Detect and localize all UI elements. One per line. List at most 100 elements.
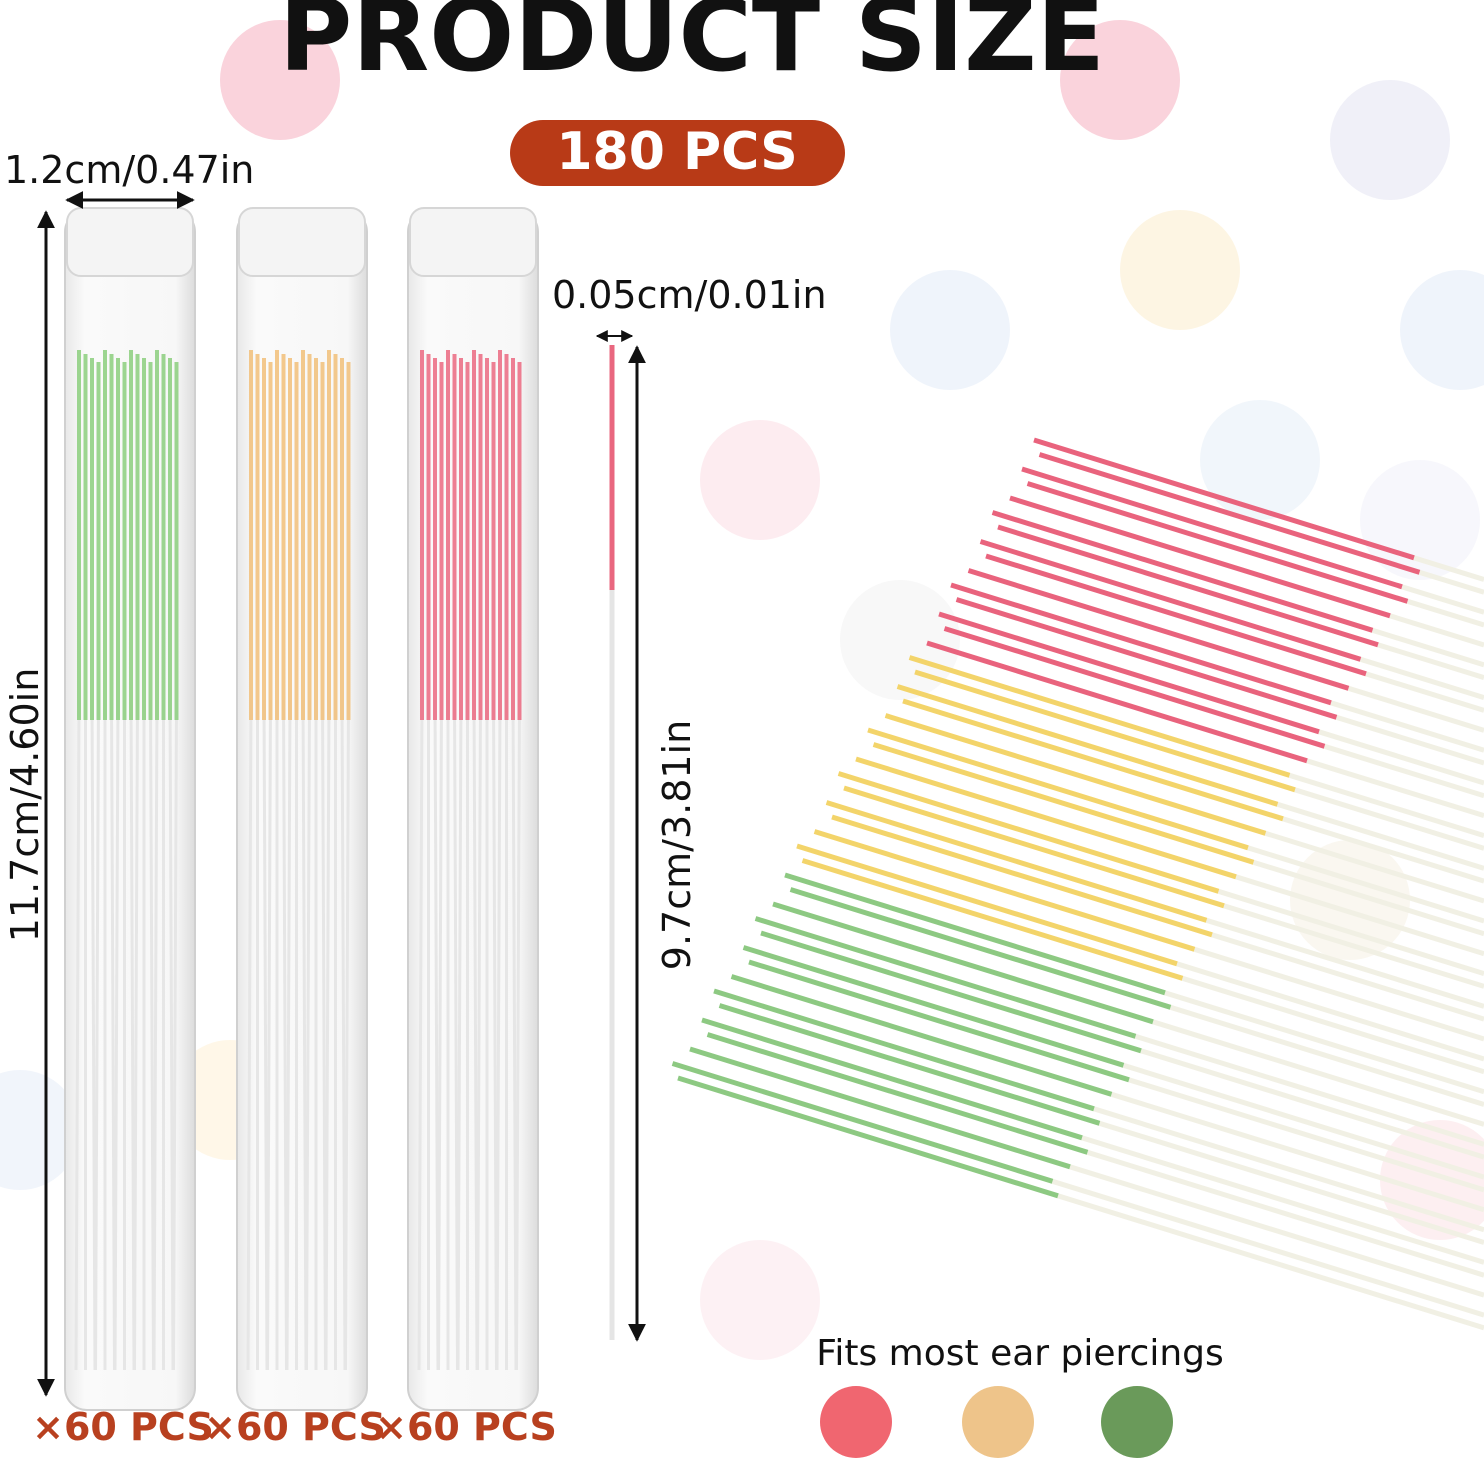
stick-white: [1418, 569, 1484, 595]
stick-white: [1401, 584, 1484, 615]
tube-count: ×60 PCS: [204, 1405, 386, 1449]
stick-color: [748, 959, 1130, 1083]
stick-white: [1152, 1019, 1484, 1127]
stick-color: [1033, 437, 1415, 561]
stick-color: [985, 553, 1367, 677]
stick-color: [801, 858, 1184, 981]
stick-white: [246, 699, 253, 1371]
stick-white: [172, 699, 178, 1371]
stick-white: [1288, 772, 1484, 838]
stick-color: [872, 742, 1255, 865]
stick-white: [1247, 845, 1484, 924]
stick-color: [991, 510, 1374, 633]
stick-color: [938, 611, 1320, 735]
stick-white: [1406, 598, 1484, 628]
stick-color: [671, 1061, 1054, 1184]
stick-color: [796, 843, 1178, 967]
stick-white: [1128, 1077, 1484, 1193]
dot: [840, 580, 960, 700]
tube-length: 11.7cm/4.60in: [3, 668, 47, 943]
stick-white: [417, 699, 424, 1371]
stick-color: [843, 785, 1225, 909]
stick-white: [1057, 1193, 1484, 1331]
stick-color: [884, 713, 1267, 836]
stick-white: [515, 699, 521, 1371]
stick-white: [1323, 743, 1484, 799]
stick-white: [1205, 917, 1484, 1009]
stick-white: [1086, 1149, 1484, 1278]
stick-white: [1306, 758, 1484, 819]
stick-color: [855, 756, 1237, 880]
stick-white: [1264, 830, 1484, 904]
stick-white: [1413, 555, 1484, 582]
stick-white: [1359, 656, 1484, 700]
stick-white: [1098, 1120, 1484, 1245]
stick-color: [730, 974, 1113, 1097]
dot: [1120, 210, 1240, 330]
stick-white: [1365, 671, 1484, 713]
stick-white: [305, 699, 311, 1371]
stick-color: [908, 655, 1291, 778]
stick-white: [1318, 729, 1484, 786]
stick-color: [772, 901, 1154, 1025]
stick-white: [1235, 874, 1484, 957]
stick-white: [1181, 975, 1484, 1075]
dot: [890, 270, 1010, 390]
stick-white: [1294, 787, 1484, 851]
stick-white: [1282, 816, 1484, 884]
dot: [700, 1240, 820, 1360]
stick-white: [94, 699, 100, 1371]
stick-color: [955, 597, 1338, 720]
stick-color: [896, 684, 1279, 807]
stick-color: [950, 582, 1332, 706]
dot: [1060, 20, 1180, 140]
stick-white: [1134, 1033, 1484, 1147]
stick-white: [1330, 700, 1484, 753]
stick-white: [1169, 1004, 1484, 1107]
stick-white: [476, 699, 482, 1371]
stick-white: [266, 699, 272, 1371]
badge-text: 180 PCS: [556, 122, 797, 182]
stick-white: [1069, 1164, 1484, 1298]
dot: [1200, 400, 1320, 520]
stick-color: [967, 568, 1350, 691]
stick-color: [837, 771, 1220, 894]
stick-white: [1377, 642, 1484, 681]
stick-color: [926, 640, 1308, 764]
stick-color: [789, 887, 1172, 1010]
stick-white: [1176, 961, 1484, 1062]
stick-white: [1122, 1062, 1484, 1180]
stick-white: [133, 699, 139, 1371]
stick-color: [784, 872, 1166, 996]
stick-white: [1140, 1048, 1484, 1160]
stick-white: [74, 699, 81, 1371]
stick-white: [1347, 685, 1484, 733]
stick-color: [677, 1075, 1059, 1199]
stick-white: [495, 699, 502, 1371]
stick-white: [1217, 888, 1484, 976]
background-dots: [0, 20, 1484, 1360]
swatch-green: [1101, 1386, 1173, 1458]
badge: [510, 120, 845, 186]
dot: [700, 420, 820, 540]
swatch-orange: [962, 1386, 1034, 1458]
title: PRODUCT SIZE: [279, 0, 1105, 94]
stick-width: 0.05cm/0.01in: [552, 273, 827, 317]
stick-color: [689, 1046, 1071, 1170]
stick-length: 9.7cm/3.81in: [655, 720, 699, 970]
tube-width: 1.2cm/0.47in: [4, 148, 254, 192]
stick-white: [113, 699, 120, 1371]
note: Fits most ear piercings: [816, 1333, 1224, 1374]
tube-cap: [238, 207, 366, 277]
tube-cap: [66, 207, 194, 277]
stick-color: [1009, 495, 1391, 619]
stick-color: [1026, 481, 1409, 604]
stick-white: [1276, 801, 1484, 871]
stick-white: [1371, 627, 1484, 668]
swatch-pink: [820, 1386, 892, 1458]
stick-color: [760, 930, 1142, 1054]
stick-white: [1093, 1106, 1484, 1233]
stick-white: [1164, 990, 1484, 1095]
stick-white: [456, 699, 463, 1371]
